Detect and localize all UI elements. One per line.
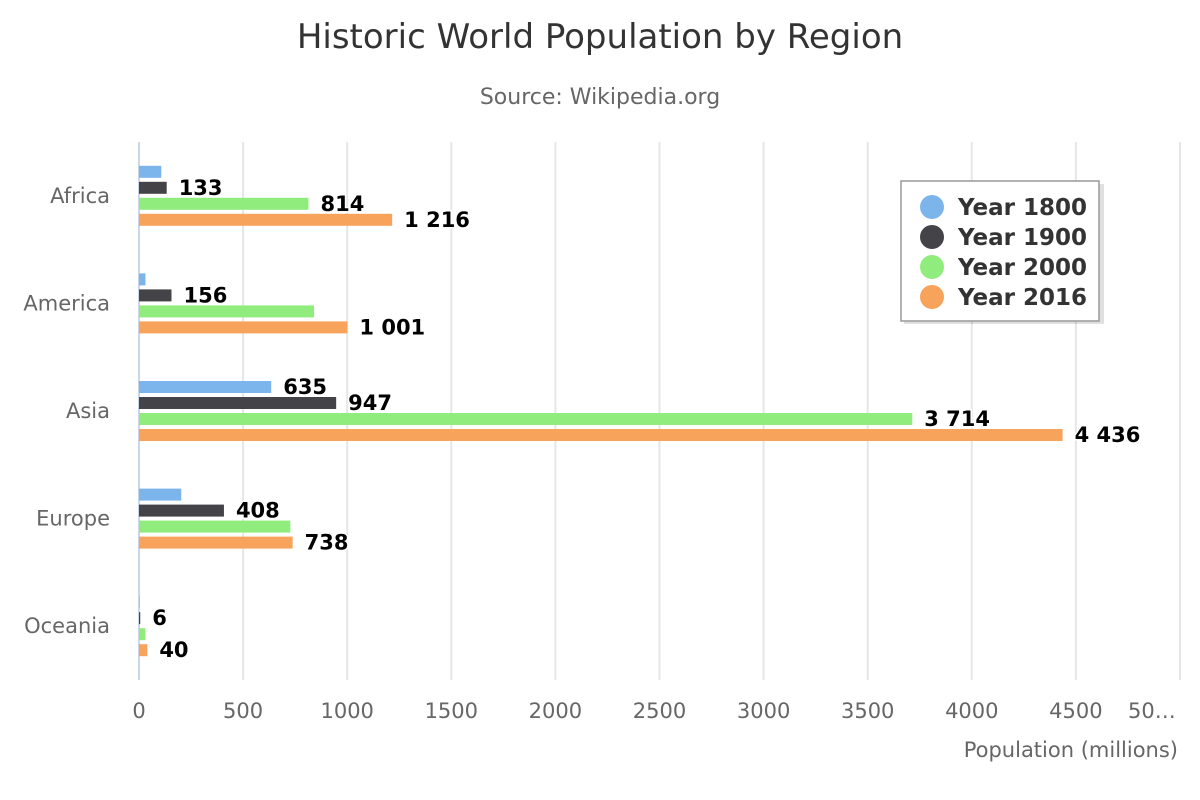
chart-subtitle: Source: Wikipedia.org xyxy=(480,85,720,110)
bar[interactable] xyxy=(139,181,167,194)
x-tick-label: 0 xyxy=(132,699,145,723)
chart-title: Historic World Population by Region xyxy=(297,17,903,57)
bar[interactable] xyxy=(139,381,272,393)
legend-marker xyxy=(920,255,944,279)
category-label: Asia xyxy=(66,399,110,423)
data-label: 738 xyxy=(305,531,349,555)
bars xyxy=(139,165,1063,657)
bar[interactable] xyxy=(139,289,172,302)
x-tick-label: 2500 xyxy=(633,699,686,723)
x-tick-label: 500 xyxy=(223,699,263,723)
bar[interactable] xyxy=(139,536,293,549)
data-label: 133 xyxy=(179,176,223,200)
bar[interactable] xyxy=(139,429,1063,441)
category-label: Europe xyxy=(36,507,110,531)
legend-item-label[interactable]: Year 1900 xyxy=(957,225,1087,251)
bar[interactable] xyxy=(139,321,348,334)
legend-marker xyxy=(920,195,944,219)
x-axis-title: Population (millions) xyxy=(964,738,1178,762)
legend-marker xyxy=(920,225,944,249)
x-tick-label: 3000 xyxy=(737,699,790,723)
x-axis-ticks: 0 500 1000 1500 2000 2500 3000 3500 4000 4500 50… xyxy=(132,699,1175,723)
data-label: 408 xyxy=(236,499,280,523)
x-tick-label: 4500 xyxy=(1049,699,1102,723)
data-label: 814 xyxy=(320,192,364,216)
bar[interactable] xyxy=(139,413,913,425)
x-tick-label: 1500 xyxy=(425,699,478,723)
bar[interactable] xyxy=(139,628,146,641)
legend-item-label[interactable]: Year 2000 xyxy=(957,255,1087,281)
bar[interactable] xyxy=(139,213,393,226)
bar[interactable] xyxy=(139,165,162,178)
data-label: 1 216 xyxy=(404,208,470,232)
bar[interactable] xyxy=(139,520,291,533)
x-tick-label: 4000 xyxy=(945,699,998,723)
data-label: 40 xyxy=(159,638,188,662)
category-label: America xyxy=(23,291,110,315)
category-label: Oceania xyxy=(24,614,110,638)
category-label: Africa xyxy=(50,184,110,208)
x-tick-label: 2000 xyxy=(529,699,582,723)
bar[interactable] xyxy=(139,504,224,517)
gridlines xyxy=(138,142,1181,680)
legend-marker xyxy=(920,285,944,309)
bar[interactable] xyxy=(139,644,148,657)
bar[interactable] xyxy=(139,596,140,609)
bar[interactable] xyxy=(139,488,182,501)
data-label: 1 001 xyxy=(359,315,425,339)
data-label: 6 xyxy=(152,606,167,630)
bar[interactable] xyxy=(139,197,309,210)
data-label: 156 xyxy=(183,283,227,307)
x-tick-label: 1000 xyxy=(320,699,373,723)
bar[interactable] xyxy=(139,305,315,318)
bar[interactable] xyxy=(139,273,146,286)
bar[interactable] xyxy=(139,397,337,409)
data-label: 947 xyxy=(348,391,392,415)
x-tick-label: 50… xyxy=(1128,699,1176,723)
legend-item-label[interactable]: Year 1800 xyxy=(957,195,1087,221)
x-tick-label: 3500 xyxy=(841,699,894,723)
legend[interactable]: Year 1800 Year 1900 Year 2000 Year 2016 xyxy=(900,180,1104,324)
data-label: 3 714 xyxy=(924,407,990,431)
bar[interactable] xyxy=(139,612,141,625)
data-label: 4 436 xyxy=(1075,423,1141,447)
data-labels: 133 814 1 216 156 1 001 635 947 3 714 4 436 408 73… xyxy=(151,174,1142,663)
legend-item-label[interactable]: Year 2016 xyxy=(957,285,1087,311)
data-label: 635 xyxy=(283,375,327,399)
category-labels: Africa America Asia Europe Oceania xyxy=(23,184,110,638)
